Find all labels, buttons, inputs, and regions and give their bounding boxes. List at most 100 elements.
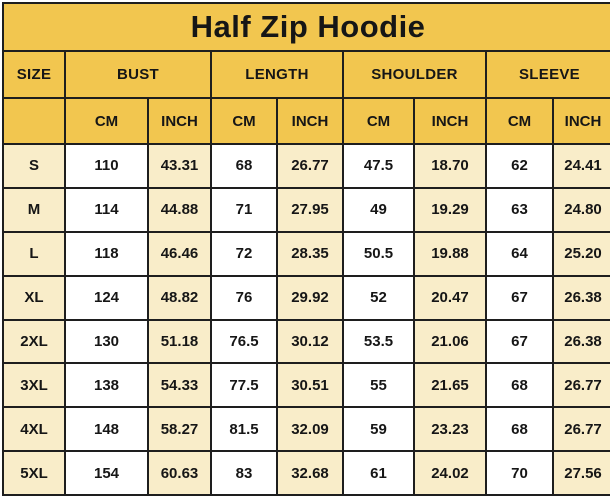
table-body: S 110 43.31 68 26.77 47.5 18.70 62 24.41 M 114 44.8… [2, 143, 610, 496]
cm-value-cell: 68 [485, 362, 554, 409]
cm-value-cell: 81.5 [210, 406, 278, 453]
size-label-cell: M [2, 186, 66, 233]
unit-header-row: CM INCH CM INCH CM INCH CM INCH [2, 97, 610, 145]
cm-value-cell: 67 [485, 274, 554, 321]
column-group-sleeve: SLEEVE [484, 50, 610, 99]
inch-value-cell: 58.27 [147, 406, 212, 453]
size-label-cell: S [2, 143, 66, 189]
inch-value-cell: 21.65 [413, 362, 487, 409]
table-row: 4XL 148 58.27 81.5 32.09 59 23.23 68 26.77 [2, 406, 610, 453]
inch-value-cell: 48.82 [147, 274, 212, 321]
cm-value-cell: 148 [64, 406, 149, 453]
cm-value-cell: 61 [342, 450, 415, 496]
unit-header-blank [2, 97, 66, 145]
column-header-size: SIZE [2, 50, 66, 99]
column-group-shoulder: SHOULDER [342, 50, 487, 99]
cm-value-cell: 50.5 [342, 230, 415, 277]
unit-header-length-inch: INCH [276, 97, 344, 145]
inch-value-cell: 26.38 [551, 318, 610, 365]
size-label-cell: 2XL [2, 318, 66, 365]
inch-value-cell: 60.63 [147, 450, 212, 496]
cm-value-cell: 124 [64, 274, 149, 321]
unit-header-length-cm: CM [210, 97, 278, 145]
cm-value-cell: 118 [64, 230, 149, 277]
inch-value-cell: 44.88 [147, 186, 212, 233]
cm-value-cell: 55 [342, 362, 415, 409]
cm-value-cell: 68 [210, 143, 278, 189]
inch-value-cell: 32.68 [276, 450, 344, 496]
cm-value-cell: 76.5 [210, 318, 278, 365]
inch-value-cell: 19.29 [413, 186, 487, 233]
cm-value-cell: 63 [485, 186, 554, 233]
table-row: 2XL 130 51.18 76.5 30.12 53.5 21.06 67 26.38 [2, 318, 610, 365]
cm-value-cell: 114 [64, 186, 149, 233]
cm-value-cell: 52 [342, 274, 415, 321]
cm-value-cell: 76 [210, 274, 278, 321]
inch-value-cell: 32.09 [276, 406, 344, 453]
size-label-cell: 5XL [2, 450, 66, 496]
inch-value-cell: 26.77 [276, 143, 344, 189]
size-label-cell: 4XL [2, 406, 66, 453]
size-label-cell: L [2, 230, 66, 277]
inch-value-cell: 18.70 [413, 143, 487, 189]
cm-value-cell: 62 [485, 143, 554, 189]
cm-value-cell: 71 [210, 186, 278, 233]
inch-value-cell: 27.56 [551, 450, 610, 496]
inch-value-cell: 19.88 [413, 230, 487, 277]
inch-value-cell: 26.77 [551, 362, 610, 409]
cm-value-cell: 49 [342, 186, 415, 233]
cm-value-cell: 138 [64, 362, 149, 409]
cm-value-cell: 110 [64, 143, 149, 189]
cm-value-cell: 70 [485, 450, 554, 496]
unit-header-shoulder-inch: INCH [413, 97, 487, 145]
cm-value-cell: 59 [342, 406, 415, 453]
unit-header-sleeve-inch: INCH [551, 97, 610, 145]
cm-value-cell: 47.5 [342, 143, 415, 189]
inch-value-cell: 54.33 [147, 362, 212, 409]
cm-value-cell: 67 [485, 318, 554, 365]
column-group-row: SIZE BUST LENGTH SHOULDER SLEEVE [2, 50, 610, 99]
inch-value-cell: 21.06 [413, 318, 487, 365]
inch-value-cell: 51.18 [147, 318, 212, 365]
cm-value-cell: 72 [210, 230, 278, 277]
inch-value-cell: 24.80 [551, 186, 610, 233]
inch-value-cell: 30.51 [276, 362, 344, 409]
inch-value-cell: 26.77 [551, 406, 610, 453]
inch-value-cell: 30.12 [276, 318, 344, 365]
unit-header-sleeve-cm: CM [485, 97, 554, 145]
inch-value-cell: 24.02 [413, 450, 487, 496]
inch-value-cell: 27.95 [276, 186, 344, 233]
title-row: Half Zip Hoodie [1, 2, 610, 52]
column-group-length: LENGTH [210, 50, 344, 99]
table-row: M 114 44.88 71 27.95 49 19.29 63 24.80 [2, 186, 610, 233]
inch-value-cell: 23.23 [413, 406, 487, 453]
cm-value-cell: 130 [64, 318, 149, 365]
unit-header-bust-inch: INCH [147, 97, 212, 145]
inch-value-cell: 46.46 [147, 230, 212, 277]
table-row: S 110 43.31 68 26.77 47.5 18.70 62 24.41 [2, 143, 610, 189]
column-group-bust: BUST [64, 50, 212, 99]
unit-header-bust-cm: CM [64, 97, 149, 145]
cm-value-cell: 83 [210, 450, 278, 496]
inch-value-cell: 26.38 [551, 274, 610, 321]
cm-value-cell: 77.5 [210, 362, 278, 409]
chart-title: Half Zip Hoodie [1, 2, 610, 52]
cm-value-cell: 64 [485, 230, 554, 277]
unit-header-shoulder-cm: CM [342, 97, 415, 145]
table-row: 3XL 138 54.33 77.5 30.51 55 21.65 68 26.77 [2, 362, 610, 409]
inch-value-cell: 20.47 [413, 274, 487, 321]
table-row: L 118 46.46 72 28.35 50.5 19.88 64 25.20 [2, 230, 610, 277]
cm-value-cell: 53.5 [342, 318, 415, 365]
inch-value-cell: 24.41 [551, 143, 610, 189]
cm-value-cell: 154 [64, 450, 149, 496]
inch-value-cell: 25.20 [551, 230, 610, 277]
inch-value-cell: 28.35 [276, 230, 344, 277]
inch-value-cell: 43.31 [147, 143, 212, 189]
table-row: XL 124 48.82 76 29.92 52 20.47 67 26.38 [2, 274, 610, 321]
size-label-cell: 3XL [2, 362, 66, 409]
cm-value-cell: 68 [485, 406, 554, 453]
inch-value-cell: 29.92 [276, 274, 344, 321]
table-row: 5XL 154 60.63 83 32.68 61 24.02 70 27.56 [2, 450, 610, 496]
